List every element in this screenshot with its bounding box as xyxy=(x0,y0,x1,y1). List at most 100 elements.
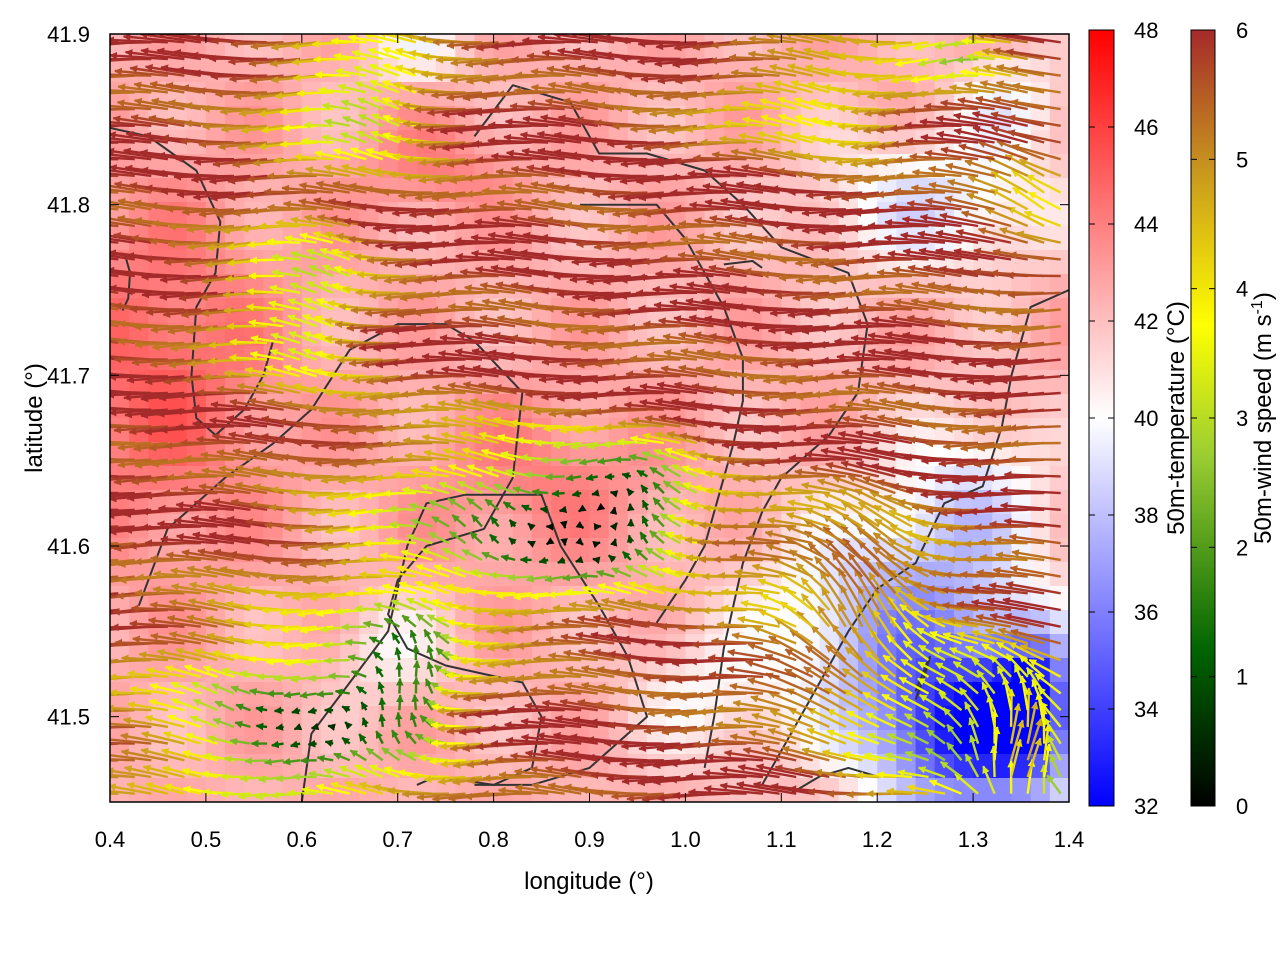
colorbar-tick-label: 4 xyxy=(1236,277,1248,302)
wind-vector xyxy=(287,506,334,515)
wind-vector xyxy=(1005,271,1061,280)
wind-vector xyxy=(620,54,681,63)
temperature-cell xyxy=(1049,34,1069,59)
temperature-cell xyxy=(685,778,706,802)
colorbar-tick-label: 46 xyxy=(1134,115,1158,140)
temperature-cell xyxy=(973,274,993,299)
wind-vector xyxy=(974,523,1028,531)
temperature-cell xyxy=(359,610,380,635)
temperature-cell xyxy=(1049,586,1069,611)
temperature-cell xyxy=(455,178,476,203)
temperature-cell xyxy=(877,634,897,659)
wind-vector xyxy=(820,356,879,365)
wind-colorbar-label: 50m-wind speed (m s-1) xyxy=(1249,292,1277,544)
wind-vector xyxy=(263,187,317,196)
wind-vector xyxy=(460,639,499,648)
wind-vector xyxy=(336,356,383,365)
temperature-cell xyxy=(589,370,610,395)
wind-vector xyxy=(310,722,320,731)
temperature-cell xyxy=(838,778,859,802)
x-tick-label: 0.7 xyxy=(382,827,413,852)
temperature-cell xyxy=(570,538,591,563)
temperature-cell xyxy=(838,706,859,731)
wind-vector xyxy=(403,421,450,430)
temperature-cell xyxy=(455,202,476,227)
wind-vector xyxy=(627,503,635,512)
wind-speed-colorbar: 0 1 2 3 4 5 6 50m-wind speed (m s-1) xyxy=(1190,18,1277,819)
temperature-cell xyxy=(589,130,610,155)
temperature-cell xyxy=(167,202,188,227)
temperature-cell xyxy=(263,130,284,155)
temperature-cell xyxy=(416,346,437,371)
wind-vector xyxy=(761,270,813,279)
wind-vector xyxy=(701,606,747,615)
temperature-cell xyxy=(282,562,303,587)
temperature-cell xyxy=(531,562,552,587)
wind-vector xyxy=(545,304,598,313)
temperature-cell xyxy=(359,658,380,683)
wind-vector xyxy=(323,656,350,665)
wind-vector xyxy=(614,104,664,113)
wind-vector xyxy=(461,205,516,214)
wind-vector xyxy=(894,156,946,164)
temperature-cell xyxy=(531,442,552,467)
wind-vector xyxy=(456,221,516,230)
wind-vector xyxy=(444,271,499,280)
temperature-cell xyxy=(301,706,322,731)
temperature-cell xyxy=(397,442,418,467)
temperature-cell xyxy=(1049,634,1069,659)
wind-vector xyxy=(547,322,598,331)
temperature-cell xyxy=(953,58,974,83)
temperature-cell xyxy=(1049,658,1069,683)
temperature-cell xyxy=(531,586,552,611)
temperature-cell xyxy=(244,610,265,635)
wind-vector xyxy=(691,640,747,649)
temperature-cell xyxy=(397,706,418,731)
wind-vector xyxy=(426,321,483,330)
wind-vector xyxy=(358,555,400,563)
wind-vector xyxy=(273,156,317,165)
wind-vector xyxy=(344,638,367,647)
temperature-cell xyxy=(397,610,418,635)
wind-vector xyxy=(439,256,499,264)
temperature-cell xyxy=(263,226,284,251)
temperature-cell xyxy=(1049,82,1069,107)
temperature-cell xyxy=(531,58,552,83)
wind-vector xyxy=(401,790,450,799)
wind-vector xyxy=(611,122,664,131)
wind-vector xyxy=(249,256,284,265)
wind-vector xyxy=(250,206,301,215)
temperature-cell xyxy=(474,730,495,755)
wind-vector xyxy=(837,122,879,131)
temperature-cell xyxy=(1011,394,1032,419)
wind-vector xyxy=(110,741,135,745)
temperature-cell xyxy=(1030,418,1051,443)
colorbar-tick-label: 36 xyxy=(1134,600,1158,625)
temperature-cell xyxy=(378,346,399,371)
temperature-cell xyxy=(1049,466,1069,491)
temperature-cell xyxy=(531,418,552,443)
y-tick-label: 41.8 xyxy=(47,193,90,218)
wind-vector xyxy=(296,89,334,98)
temperature-cell xyxy=(340,58,360,83)
temperature-cell xyxy=(263,778,284,802)
temperature-cell xyxy=(282,178,303,203)
temperature-cell xyxy=(378,658,399,683)
temperature-cell xyxy=(1030,250,1051,275)
temperature-cell xyxy=(1030,58,1051,83)
wind-vector xyxy=(316,690,334,698)
temperature-cell xyxy=(1030,82,1051,107)
wind-vector xyxy=(546,537,555,546)
temperature-cell xyxy=(551,250,571,275)
colorbar-tick-label: 48 xyxy=(1134,18,1158,43)
temperature-cell xyxy=(416,706,437,731)
wind-vector xyxy=(544,473,565,481)
wind-vector xyxy=(134,589,185,597)
wind-vector xyxy=(558,505,568,514)
wind-vector xyxy=(689,657,747,666)
colorbar-tick-label: 3 xyxy=(1236,406,1248,431)
temperature-cell xyxy=(282,778,303,802)
temperature-cell xyxy=(666,754,686,779)
temperature-cell xyxy=(129,610,149,635)
temperature-cell xyxy=(1049,250,1069,275)
